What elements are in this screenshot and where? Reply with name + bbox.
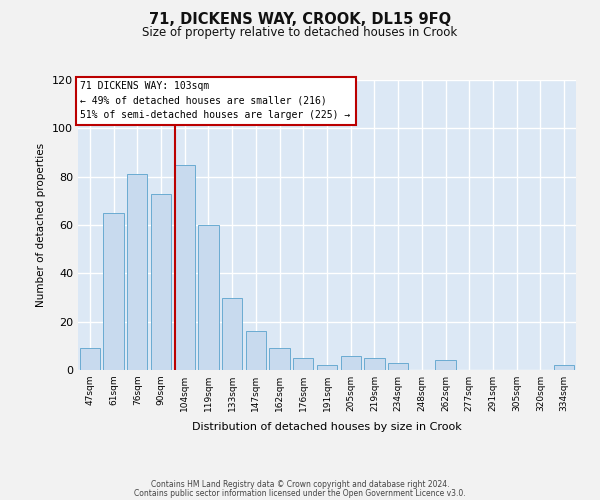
Bar <box>199 225 218 370</box>
Text: 71, DICKENS WAY, CROOK, DL15 9FQ: 71, DICKENS WAY, CROOK, DL15 9FQ <box>149 12 451 28</box>
Bar <box>151 194 171 370</box>
Text: Contains public sector information licensed under the Open Government Licence v3: Contains public sector information licen… <box>134 489 466 498</box>
Bar <box>293 358 313 370</box>
Bar <box>436 360 455 370</box>
Bar <box>103 213 124 370</box>
Bar <box>175 164 195 370</box>
X-axis label: Distribution of detached houses by size in Crook: Distribution of detached houses by size … <box>192 422 462 432</box>
Bar <box>341 356 361 370</box>
Bar <box>269 348 290 370</box>
Bar <box>80 348 100 370</box>
Bar <box>127 174 148 370</box>
Text: Contains HM Land Registry data © Crown copyright and database right 2024.: Contains HM Land Registry data © Crown c… <box>151 480 449 489</box>
Text: Size of property relative to detached houses in Crook: Size of property relative to detached ho… <box>142 26 458 39</box>
Text: 71 DICKENS WAY: 103sqm
← 49% of detached houses are smaller (216)
51% of semi-de: 71 DICKENS WAY: 103sqm ← 49% of detached… <box>80 82 351 120</box>
Bar <box>364 358 385 370</box>
Bar <box>388 363 408 370</box>
Bar <box>554 365 574 370</box>
Bar <box>317 365 337 370</box>
Bar <box>222 298 242 370</box>
Y-axis label: Number of detached properties: Number of detached properties <box>37 143 46 307</box>
Bar <box>246 332 266 370</box>
